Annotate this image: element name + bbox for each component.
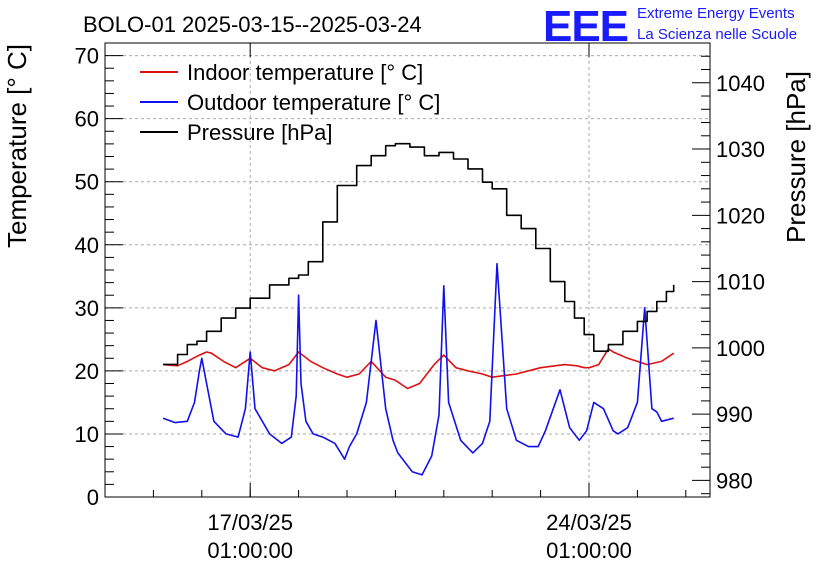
legend-label-outdoor: Outdoor temperature [° C] (187, 90, 440, 115)
axis-ticks: 0102030405060709809901000101010201030104… (75, 42, 765, 563)
y-left-tick-label: 10 (75, 422, 99, 447)
y-axis-label-left: Temperature [° C] (2, 44, 32, 248)
y-left-tick-label: 40 (75, 233, 99, 258)
series-pressure (163, 142, 675, 366)
x-tick-time-label: 01:00:00 (207, 538, 293, 563)
eee-logo-mark: EEE (543, 2, 628, 51)
y-right-tick-label: 1040 (716, 71, 765, 96)
logo-line-2: La Scienza nelle Scuole (637, 26, 797, 43)
y-right-tick-label: 1010 (716, 270, 765, 295)
y-left-tick-label: 60 (75, 107, 99, 132)
y-right-tick-label: 980 (716, 468, 753, 493)
legend-label-pressure: Pressure [hPa] (187, 120, 333, 145)
y-right-tick-label: 1000 (716, 336, 765, 361)
x-tick-time-label: 01:00:00 (546, 538, 632, 563)
y-right-tick-label: 990 (716, 402, 753, 427)
y-axis-label-right: Pressure [hPa] (781, 71, 811, 243)
y-left-tick-label: 20 (75, 359, 99, 384)
y-right-tick-label: 1020 (716, 203, 765, 228)
y-left-tick-label: 50 (75, 170, 99, 195)
y-left-tick-label: 30 (75, 296, 99, 321)
y-left-tick-label: 0 (87, 485, 99, 510)
x-tick-date-label: 17/03/25 (207, 510, 293, 535)
legend: Indoor temperature [° C] Outdoor tempera… (140, 60, 440, 145)
chart-title: BOLO-01 2025-03-15--2025-03-24 (83, 12, 422, 37)
x-tick-date-label: 24/03/25 (546, 510, 632, 535)
series-layer (162, 142, 675, 476)
legend-label-indoor: Indoor temperature [° C] (187, 60, 423, 85)
y-right-tick-label: 1030 (716, 137, 765, 162)
y-left-tick-label: 70 (75, 44, 99, 69)
series-outdoor-temperature (162, 262, 674, 476)
series-indoor-temperature (163, 347, 675, 390)
logo-line-1: Extreme Energy Events (637, 5, 795, 22)
